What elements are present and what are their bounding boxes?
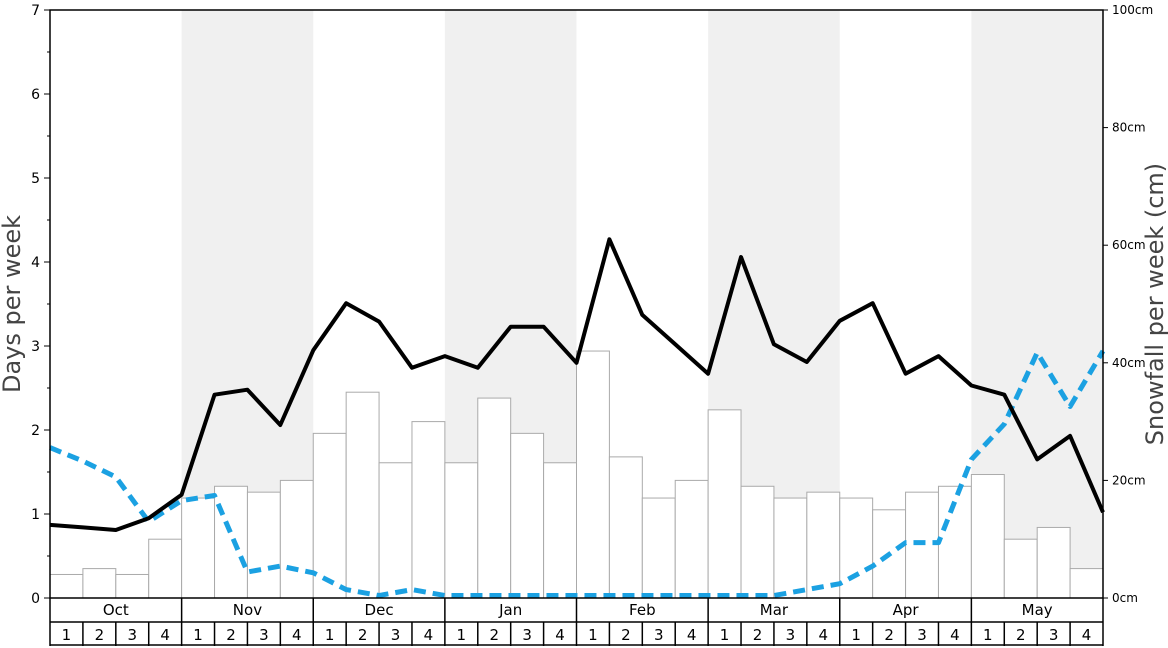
snowfall-bar — [115, 573, 150, 599]
week-label: 2 — [226, 626, 236, 644]
week-label: 4 — [819, 626, 829, 644]
left-tick-label: 7 — [31, 3, 40, 19]
week-label: 1 — [983, 626, 993, 644]
week-label: 4 — [160, 626, 170, 644]
snowfall-bar — [49, 573, 84, 599]
week-label: 3 — [1049, 626, 1059, 644]
snowfall-bar — [477, 397, 512, 599]
dashed-line — [49, 349, 1106, 598]
snowfall-bar — [707, 409, 742, 599]
snowfall-bar — [740, 485, 775, 599]
week-label: 1 — [588, 626, 598, 644]
snowfall-bar — [806, 491, 841, 599]
month-label: Apr — [893, 601, 920, 619]
solid-line — [49, 237, 1105, 532]
month-label: Jan — [498, 601, 522, 619]
snowfall-bar — [148, 538, 183, 599]
week-label: 1 — [325, 626, 335, 644]
right-tick-label: 80cm — [1112, 121, 1146, 135]
snowfall-bar — [641, 497, 676, 599]
week-label: 4 — [555, 626, 565, 644]
snowfall-bar — [312, 432, 347, 599]
right-axis-title: Snowfall per week (cm) — [1141, 163, 1168, 445]
snowfall-bar — [378, 462, 413, 599]
month-label: Mar — [760, 601, 789, 619]
left-tick-label: 0 — [31, 591, 40, 607]
snowfall-bar — [279, 479, 314, 599]
week-label: 1 — [720, 626, 730, 644]
week-label: 3 — [522, 626, 532, 644]
right-tick-label: 20cm — [1112, 473, 1146, 487]
snowfall-bar — [543, 462, 577, 599]
left-tick-label: 4 — [31, 255, 40, 271]
month-label: Nov — [233, 601, 262, 619]
solid-line-series — [49, 237, 1105, 532]
left-axis-title: Days per week — [0, 215, 26, 393]
snowfall-bar — [1036, 526, 1071, 599]
week-label: 2 — [489, 626, 499, 644]
snowfall-bar — [608, 456, 643, 599]
week-label: 4 — [687, 626, 697, 644]
week-label: 2 — [753, 626, 763, 644]
snowfall-bar — [1069, 568, 1104, 599]
week-label: 3 — [391, 626, 401, 644]
snowfall-bar — [510, 432, 545, 599]
snowfall-bar — [411, 421, 446, 599]
left-tick-label: 6 — [31, 87, 40, 103]
x-axis: Oct 1 2 3 4 Nov 1 2 3 4 Dec 1 2 3 4 Jan 1 2 3 4 Feb 1 2 3 4 Mar 1 2… — [49, 598, 1104, 646]
month-label: Oct — [103, 601, 129, 619]
month-label: Dec — [365, 601, 394, 619]
week-label: 2 — [621, 626, 631, 644]
snowfall-bar — [674, 479, 709, 599]
week-label: 3 — [654, 626, 664, 644]
left-tick-label: 5 — [31, 171, 40, 187]
week-label: 4 — [1082, 626, 1092, 644]
snowfall-bar — [773, 497, 808, 599]
snowfall-bar — [181, 497, 216, 599]
left-tick-label: 1 — [31, 507, 40, 523]
left-tick-label: 2 — [31, 423, 40, 439]
week-label: 4 — [292, 626, 302, 644]
right-tick-label: 40cm — [1112, 356, 1146, 370]
snowfall-bar — [970, 474, 1005, 599]
week-label: 2 — [95, 626, 105, 644]
snowfall-bar — [576, 350, 610, 599]
month-label: Feb — [629, 601, 656, 619]
week-label: 3 — [259, 626, 269, 644]
left-tick-label: 3 — [31, 339, 40, 355]
week-label: 4 — [424, 626, 434, 644]
snowfall-bar — [839, 497, 874, 599]
left-axis: 0 1 2 3 4 5 6 7 — [31, 3, 50, 607]
week-label: 2 — [884, 626, 894, 644]
snowfall-bar — [345, 391, 380, 599]
right-tick-label: 100cm — [1112, 3, 1153, 17]
week-label: 1 — [62, 626, 72, 644]
week-label: 1 — [193, 626, 203, 644]
week-label: 2 — [358, 626, 368, 644]
snowfall-bar — [214, 485, 248, 599]
snowfall-bar — [444, 462, 479, 599]
snowfall-bar — [82, 568, 117, 599]
dashed-line-series — [49, 349, 1106, 598]
right-tick-label: 60cm — [1112, 238, 1146, 252]
week-label: 1 — [457, 626, 467, 644]
snowfall-bar — [1003, 538, 1038, 599]
month-label: May — [1022, 601, 1053, 619]
week-label: 3 — [786, 626, 796, 644]
week-label: 3 — [917, 626, 927, 644]
right-tick-label: 0cm — [1112, 591, 1138, 605]
snowfall-bar — [246, 491, 281, 599]
right-axis: 0cm 20cm 40cm 60cm 80cm 100cm — [1103, 3, 1153, 605]
week-label: 3 — [127, 626, 137, 644]
week-label: 1 — [851, 626, 861, 644]
week-label: 4 — [950, 626, 960, 644]
week-label: 2 — [1016, 626, 1026, 644]
